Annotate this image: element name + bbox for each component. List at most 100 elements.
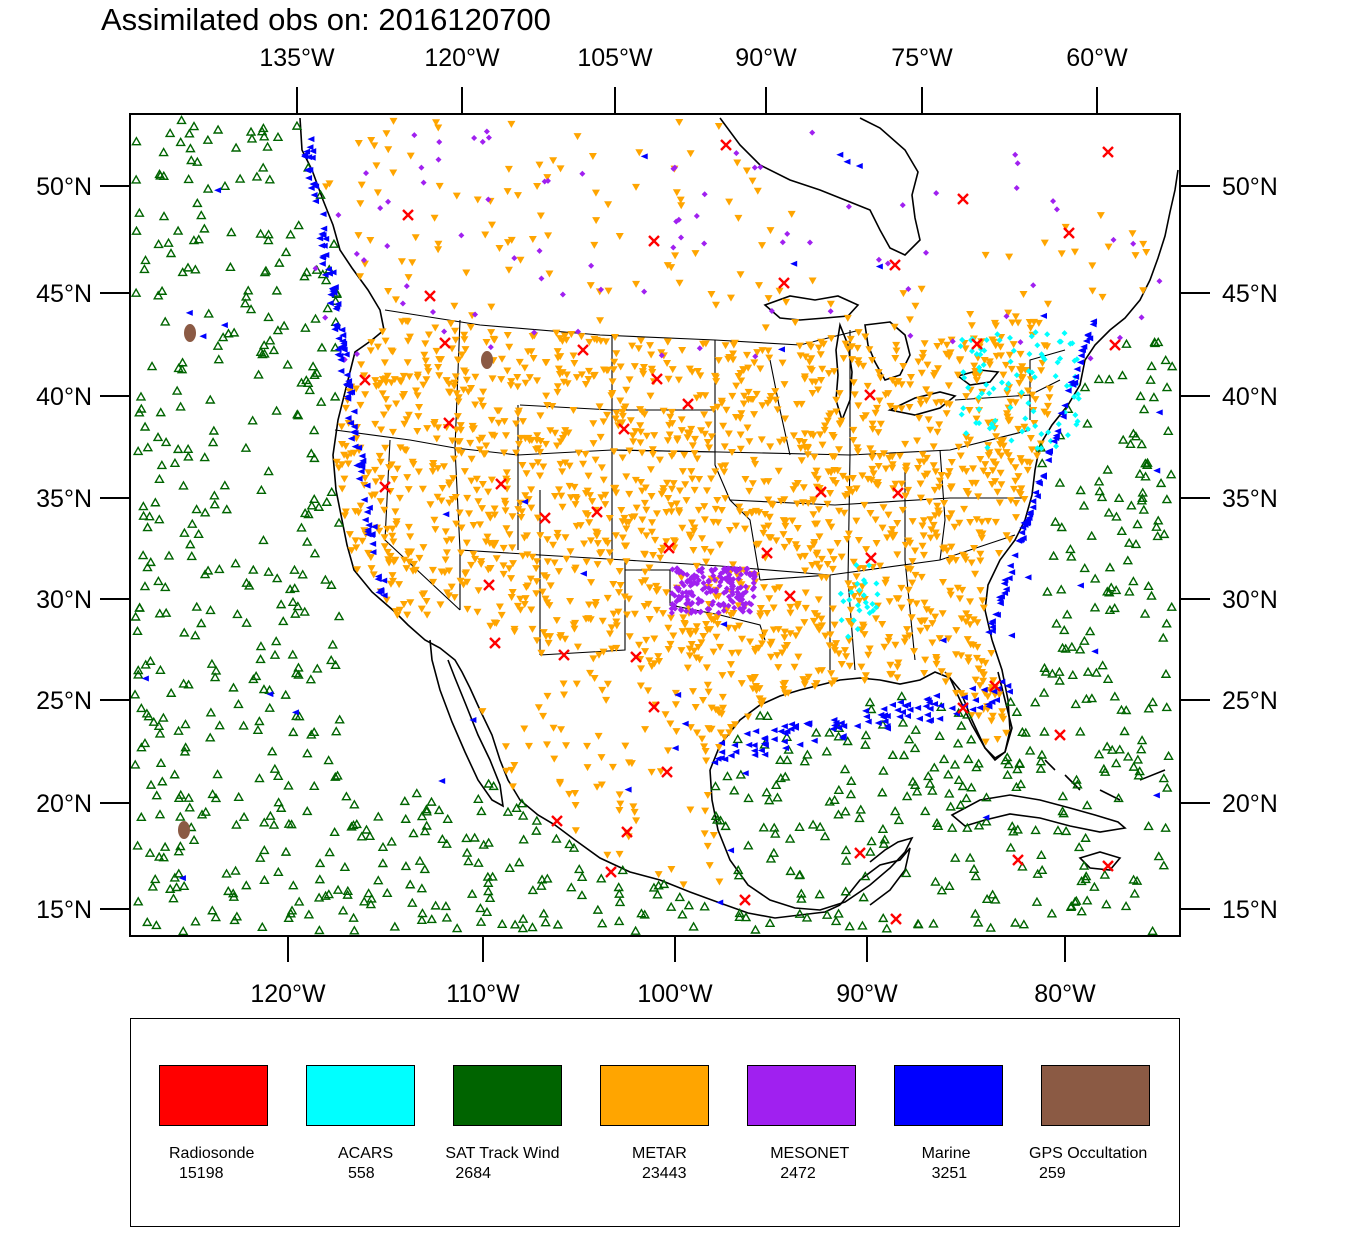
metar-marker — [638, 408, 647, 416]
metar-marker — [819, 340, 828, 348]
sat-track-wind-marker — [821, 746, 832, 756]
metar-marker — [743, 424, 752, 432]
sat-track-wind-marker — [165, 248, 177, 258]
sat-track-wind-marker — [164, 128, 176, 138]
metar-marker — [970, 544, 979, 552]
metar-marker — [605, 549, 614, 557]
sat-track-wind-marker — [1122, 751, 1134, 761]
marine-marker — [1032, 489, 1040, 496]
sat-track-wind-marker — [1109, 691, 1121, 701]
sat-track-wind-marker — [271, 573, 283, 583]
metar-marker — [988, 336, 997, 344]
sat-track-wind-marker — [768, 847, 780, 857]
metar-marker — [371, 420, 380, 428]
sat-track-wind-marker — [879, 834, 890, 844]
sat-track-wind-marker — [240, 298, 251, 308]
mesonet-marker — [742, 600, 749, 607]
metar-marker — [603, 851, 612, 859]
sat-track-wind-marker — [339, 861, 351, 872]
metar-marker — [704, 421, 713, 429]
metar-marker — [947, 555, 956, 563]
sat-track-wind-marker — [293, 669, 304, 679]
metar-marker — [566, 597, 575, 605]
sat-track-wind-marker — [154, 608, 165, 618]
marine-marker — [751, 751, 759, 758]
metar-marker — [557, 492, 566, 500]
sat-track-wind-marker — [377, 858, 389, 868]
sat-track-wind-marker — [158, 147, 169, 157]
marine-marker — [980, 686, 988, 693]
metar-marker — [799, 484, 808, 492]
sat-track-wind-marker — [514, 857, 525, 867]
sat-track-wind-marker — [173, 846, 184, 856]
acars-marker — [973, 419, 980, 426]
sat-track-wind-marker — [1124, 586, 1135, 596]
sat-track-wind-marker — [225, 261, 236, 272]
metar-marker — [645, 657, 654, 665]
radiosonde-marker — [854, 847, 866, 859]
axis-ticks — [100, 87, 1210, 962]
mesonet-marker — [705, 577, 712, 584]
metar-marker — [815, 564, 824, 572]
metar-marker — [693, 455, 702, 463]
metar-marker — [1030, 419, 1039, 427]
metar-marker — [390, 376, 399, 384]
sat-track-wind-marker — [750, 924, 761, 934]
metar-marker — [1045, 394, 1054, 402]
metar-marker — [905, 403, 914, 411]
metar-marker — [372, 382, 381, 390]
metar-marker — [552, 617, 561, 625]
metar-marker — [750, 359, 759, 367]
sat-track-wind-marker — [968, 863, 980, 873]
sat-track-wind-marker — [966, 782, 977, 792]
metar-marker — [482, 338, 491, 346]
sat-track-wind-marker — [248, 674, 259, 684]
metar-marker — [569, 406, 578, 414]
metar-marker — [640, 603, 649, 611]
metar-marker — [505, 343, 514, 351]
metar-marker — [732, 382, 741, 390]
sat-track-wind-marker — [956, 720, 967, 730]
metar-marker — [593, 783, 602, 791]
metar-marker — [603, 594, 612, 602]
sat-track-wind-marker — [199, 507, 211, 517]
sat-track-wind-marker — [877, 787, 888, 797]
radiosonde-marker — [489, 637, 501, 649]
metar-marker — [989, 677, 998, 685]
metar-marker — [677, 416, 686, 424]
metar-marker — [384, 404, 393, 412]
metar-marker — [721, 342, 730, 350]
sat-track-wind-marker — [981, 893, 993, 904]
mesonet-marker — [669, 566, 676, 573]
metar-marker — [628, 432, 637, 440]
metar-marker — [905, 632, 914, 640]
sat-track-wind-marker — [389, 921, 401, 931]
metar-marker — [380, 506, 389, 514]
sat-track-wind-marker — [1078, 500, 1090, 510]
metar-marker — [595, 403, 604, 411]
metar-marker — [702, 558, 711, 566]
mesonet-marker — [680, 582, 687, 589]
metar-marker — [642, 532, 651, 540]
metar-marker — [920, 669, 929, 677]
sat-track-wind-marker — [132, 840, 143, 850]
sat-track-wind-marker — [314, 858, 326, 868]
sat-track-wind-marker — [331, 726, 342, 736]
marine-marker — [365, 504, 373, 511]
mesonet-marker — [884, 260, 891, 267]
metar-marker — [1002, 729, 1011, 737]
sat-track-wind-marker — [321, 496, 332, 506]
sat-track-wind-marker — [158, 211, 170, 221]
sat-track-wind-marker — [903, 734, 915, 744]
metar-marker — [523, 582, 532, 590]
sat-track-wind-marker — [230, 865, 241, 875]
marine-marker — [1024, 574, 1032, 581]
metar-marker — [597, 754, 606, 762]
top-lon-label: 90°W — [735, 44, 797, 72]
mesonet-marker — [641, 288, 648, 295]
metar-marker — [950, 523, 959, 531]
metar-marker — [1005, 384, 1014, 392]
metar-marker — [494, 419, 503, 427]
metar-marker — [1017, 392, 1026, 400]
sat-track-wind-marker — [1093, 476, 1105, 486]
